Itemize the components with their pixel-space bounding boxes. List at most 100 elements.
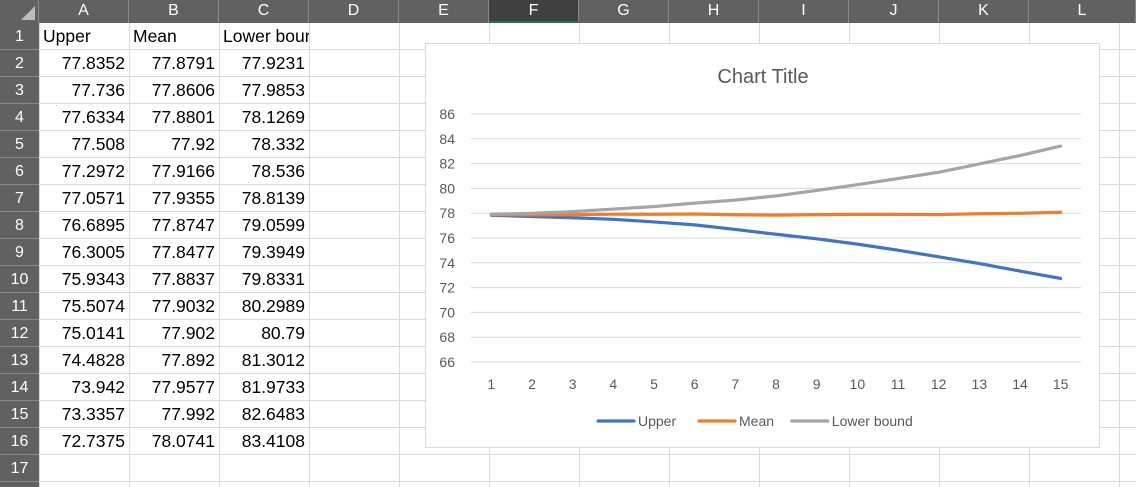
- data-cell[interactable]: 78.536: [251, 161, 305, 181]
- x-tick-label: 11: [891, 376, 906, 392]
- legend-label: Upper: [638, 413, 676, 429]
- data-cell[interactable]: 73.942: [71, 377, 125, 397]
- y-tick-label: 66: [439, 354, 455, 370]
- column-header-j[interactable]: J: [849, 0, 939, 23]
- data-cell[interactable]: 79.3949: [241, 242, 305, 262]
- row-header-16[interactable]: 16: [0, 428, 39, 455]
- data-cell[interactable]: 77.9231: [241, 53, 305, 73]
- data-cell[interactable]: 77.8747: [151, 215, 215, 235]
- y-tick-label: 80: [439, 180, 455, 196]
- row-header-11[interactable]: 11: [0, 293, 39, 320]
- column-header-h[interactable]: H: [669, 0, 759, 23]
- row-header-14[interactable]: 14: [0, 374, 39, 401]
- y-tick-label: 84: [439, 131, 455, 147]
- header-cell[interactable]: Upper: [43, 26, 91, 46]
- x-tick-label: 2: [528, 376, 536, 392]
- data-cell[interactable]: 78.1269: [241, 107, 305, 127]
- column-header-i[interactable]: I: [759, 0, 849, 23]
- row-header-7[interactable]: 7: [0, 185, 39, 212]
- data-cell[interactable]: 77.892: [161, 350, 215, 370]
- y-tick-label: 82: [439, 156, 455, 172]
- y-tick-label: 78: [439, 205, 455, 221]
- data-cell[interactable]: 77.992: [161, 404, 215, 424]
- data-cell[interactable]: 77.9355: [151, 188, 215, 208]
- data-cell[interactable]: 77.8352: [61, 53, 125, 73]
- row-header-2[interactable]: 2: [0, 50, 39, 77]
- header-cell[interactable]: Mean: [133, 26, 177, 46]
- data-cell[interactable]: 77.8801: [151, 107, 215, 127]
- data-cell[interactable]: 77.902: [161, 323, 215, 343]
- row-header-8[interactable]: 8: [0, 212, 39, 239]
- data-cell[interactable]: 83.4108: [241, 431, 305, 451]
- data-cell[interactable]: 77.9032: [151, 296, 215, 316]
- row-header-1[interactable]: 1: [0, 23, 39, 50]
- data-cell[interactable]: 77.8837: [151, 269, 215, 289]
- y-tick-label: 76: [439, 230, 455, 246]
- row-header-3[interactable]: 3: [0, 77, 39, 104]
- row-header-13[interactable]: 13: [0, 347, 39, 374]
- column-header-l[interactable]: L: [1029, 0, 1136, 23]
- column-header-g[interactable]: G: [579, 0, 669, 23]
- y-tick-label: 68: [439, 329, 455, 345]
- data-cell[interactable]: 75.9343: [61, 269, 125, 289]
- data-cell[interactable]: 78.0741: [151, 431, 215, 451]
- data-cell[interactable]: 80.79: [261, 323, 305, 343]
- data-cell[interactable]: 77.9853: [241, 80, 305, 100]
- data-cell[interactable]: 76.3005: [61, 242, 125, 262]
- data-cell[interactable]: 80.2989: [241, 296, 305, 316]
- data-cell[interactable]: 72.7375: [61, 431, 125, 451]
- row-header-10[interactable]: 10: [0, 266, 39, 293]
- x-tick-label: 4: [609, 376, 617, 392]
- data-cell[interactable]: 75.5074: [61, 296, 125, 316]
- data-cell[interactable]: 81.3012: [241, 350, 305, 370]
- row-header-15[interactable]: 15: [0, 401, 39, 428]
- header-cell[interactable]: Lower bound: [223, 26, 309, 46]
- data-cell[interactable]: 81.9733: [241, 377, 305, 397]
- column-header-f[interactable]: F: [489, 0, 579, 23]
- data-cell[interactable]: 74.4828: [61, 350, 125, 370]
- data-cell[interactable]: 77.508: [71, 134, 125, 154]
- x-tick-label: 12: [931, 376, 947, 392]
- y-tick-label: 72: [439, 280, 455, 296]
- column-header-b[interactable]: B: [129, 0, 219, 23]
- column-header-k[interactable]: K: [939, 0, 1029, 23]
- x-tick-label: 10: [850, 376, 866, 392]
- data-cell[interactable]: 79.0599: [241, 215, 305, 235]
- x-tick-label: 7: [731, 376, 739, 392]
- column-header-a[interactable]: A: [39, 0, 129, 23]
- data-cell[interactable]: 77.0571: [61, 188, 125, 208]
- row-header-4[interactable]: 4: [0, 104, 39, 131]
- row-header-12[interactable]: 12: [0, 320, 39, 347]
- column-header-d[interactable]: D: [309, 0, 399, 23]
- row-header-6[interactable]: 6: [0, 158, 39, 185]
- data-cell[interactable]: 78.8139: [241, 188, 305, 208]
- data-cell[interactable]: 77.92: [171, 134, 215, 154]
- y-tick-label: 70: [439, 304, 455, 320]
- column-header-e[interactable]: E: [399, 0, 489, 23]
- data-cell[interactable]: 77.9577: [151, 377, 215, 397]
- data-cell[interactable]: 77.736: [71, 80, 125, 100]
- data-cell[interactable]: 77.6334: [61, 107, 125, 127]
- data-cell[interactable]: 77.8791: [151, 53, 215, 73]
- data-cell[interactable]: 75.0141: [61, 323, 125, 343]
- row-header-bar: [0, 23, 39, 487]
- row-header-9[interactable]: 9: [0, 239, 39, 266]
- column-header-c[interactable]: C: [219, 0, 309, 23]
- row-header-5[interactable]: 5: [0, 131, 39, 158]
- legend-label: Lower bound: [832, 413, 913, 429]
- series-line-mean: [489, 210, 1063, 217]
- select-all-button[interactable]: [0, 0, 39, 23]
- data-cell[interactable]: 78.332: [251, 134, 305, 154]
- data-cell[interactable]: 76.6895: [61, 215, 125, 235]
- x-tick-label: 1: [487, 376, 495, 392]
- row-header-17[interactable]: 17: [0, 455, 39, 482]
- data-cell[interactable]: 79.8331: [241, 269, 305, 289]
- data-cell[interactable]: 77.8477: [151, 242, 215, 262]
- data-cell[interactable]: 77.9166: [151, 161, 215, 181]
- data-cell[interactable]: 77.8606: [151, 80, 215, 100]
- data-cell[interactable]: 73.3357: [61, 404, 125, 424]
- data-cell[interactable]: 77.2972: [61, 161, 125, 181]
- line-chart[interactable]: Chart Title 66 68 70 72 74 76 78 80 82 84 86 1 2 3 4 5 6 7…: [425, 43, 1100, 448]
- data-cell[interactable]: 82.6483: [241, 404, 305, 424]
